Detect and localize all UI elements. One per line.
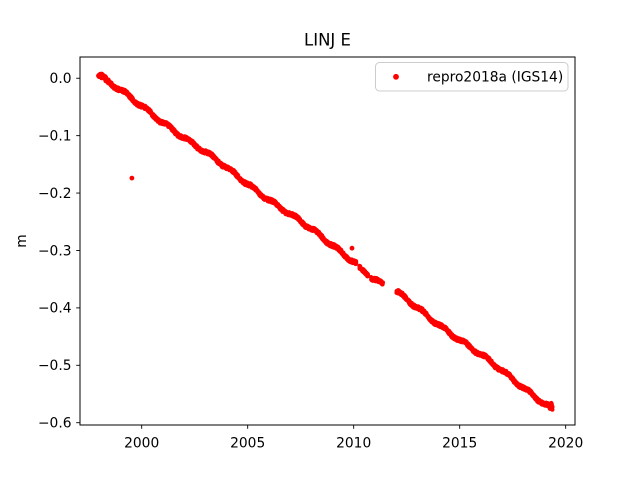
outlier-point <box>349 245 355 251</box>
legend-marker-dot-icon <box>393 73 399 80</box>
x-axis-ticks: 2000 2005 2010 2015 2020 <box>124 425 583 452</box>
y-tick-label: −0.2 <box>38 186 72 202</box>
data-point <box>354 260 359 266</box>
y-tick-label: −0.4 <box>38 301 72 317</box>
x-tick-label: 2000 <box>124 436 159 452</box>
y-tick-label: 0.0 <box>50 71 72 87</box>
scatter-points <box>96 71 555 412</box>
x-tick-label: 2015 <box>442 436 477 452</box>
plot-area-border <box>79 56 576 426</box>
outlier-point <box>129 175 135 181</box>
y-tick-label: −0.5 <box>38 358 72 374</box>
y-axis-label: m <box>14 234 30 247</box>
data-point <box>547 404 552 409</box>
y-tick-label: −0.6 <box>38 416 72 432</box>
data-point <box>380 280 385 285</box>
chart-title: LINJ E <box>304 31 351 50</box>
legend: repro2018a (IGS14) <box>375 62 569 92</box>
x-tick-label: 2020 <box>548 436 583 452</box>
legend-entry-label: repro2018a (IGS14) <box>427 70 563 86</box>
y-tick-label: −0.1 <box>38 128 72 144</box>
x-tick-label: 2005 <box>230 436 265 452</box>
x-tick-label: 2010 <box>336 436 371 452</box>
legend-box <box>375 62 569 92</box>
y-tick-label: −0.3 <box>38 243 72 259</box>
y-axis-ticks: 0.0 −0.1 −0.2 −0.3 −0.4 −0.5 −0.6 <box>38 71 80 432</box>
